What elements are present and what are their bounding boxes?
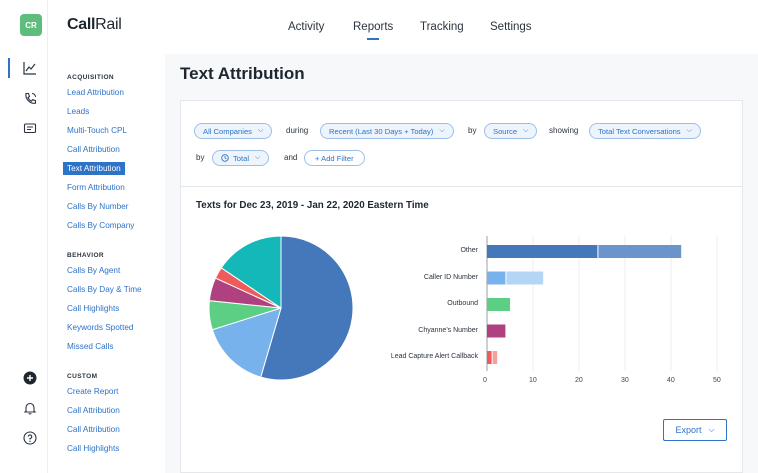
source-select[interactable]: Source ⌵: [484, 123, 538, 139]
bar-label-2: Outbound: [447, 300, 478, 307]
chevron-down-icon: ⌵: [257, 127, 264, 134]
x-tick-50: 50: [713, 377, 721, 384]
bar-1-segment-2[interactable]: [506, 271, 544, 285]
nav-reports[interactable]: Reports: [353, 21, 394, 40]
metric-select[interactable]: Total Text Conversations ⌵: [589, 123, 701, 139]
help-icon[interactable]: [20, 428, 40, 448]
sidebar-item-missed-calls[interactable]: Missed Calls: [67, 342, 114, 351]
bar-2-segment-1[interactable]: [487, 298, 510, 311]
sidebar-item-multi-touch-cpl[interactable]: Multi-Touch CPL: [67, 126, 128, 135]
sidebar-item-call-attribution[interactable]: Call Attribution: [67, 145, 120, 154]
filter-conj-and: and: [284, 153, 298, 162]
sidebar-item-leads[interactable]: Leads: [67, 107, 90, 116]
chevron-down-icon: ⌵: [523, 127, 529, 134]
chevron-down-icon: ⌵: [686, 127, 692, 134]
sidebar-item-calls-by-agent[interactable]: Calls By Agent: [67, 266, 121, 275]
sidebar-heading-custom: CUSTOM: [67, 373, 98, 380]
sidebar-item-custom-call-highlights[interactable]: Call Highlights: [67, 444, 120, 453]
account-avatar[interactable]: CR: [20, 14, 42, 36]
sidebar-item-call-highlights[interactable]: Call Highlights: [67, 304, 120, 313]
pie-slice-1[interactable]: [211, 307, 282, 378]
sidebar-item-custom-call-attribution[interactable]: Call Attribution: [67, 406, 120, 415]
filter-conj-showing: showing: [549, 126, 579, 135]
message-icon[interactable]: [20, 119, 40, 139]
bar-3-segment-1[interactable]: [487, 324, 506, 338]
sidebar-heading-behavior: BEHAVIOR: [67, 252, 105, 259]
bar-4-segment-1[interactable]: [487, 351, 492, 364]
filter-conj-during: during: [286, 126, 309, 135]
bar-0-segment-1[interactable]: [487, 245, 598, 258]
chart-title: Texts for Dec 23, 2019 - Jan 22, 2020 Ea…: [196, 200, 429, 211]
chevron-down-icon: ⌵: [255, 154, 261, 161]
bar-chart: [486, 236, 718, 371]
callrail-logo[interactable]: CallRail: [67, 16, 122, 33]
rail-active-indicator: [8, 58, 10, 78]
bar-0-segment-2[interactable]: [598, 245, 682, 258]
sidebar-item-keywords-spotted[interactable]: Keywords Spotted: [67, 323, 134, 332]
bar-4-segment-2[interactable]: [492, 351, 498, 364]
sidebar-item-custom-call-attribution-2[interactable]: Call Attribution: [67, 425, 120, 434]
x-tick-20: 20: [575, 377, 583, 384]
page-title: Text Attribution: [180, 64, 305, 83]
nav-settings[interactable]: Settings: [490, 21, 532, 33]
bell-icon[interactable]: [20, 398, 40, 418]
clock-icon: [221, 154, 229, 162]
bar-label-4: Lead Capture Alert Callback: [390, 353, 478, 360]
x-tick-40: 40: [667, 377, 675, 384]
nav-activity[interactable]: Activity: [288, 21, 325, 33]
bar-label-0: Other: [460, 247, 478, 254]
nav-tracking[interactable]: Tracking: [420, 21, 464, 33]
add-filter-button[interactable]: + Add Filter: [304, 150, 365, 166]
sidebar-item-create-report[interactable]: Create Report: [67, 387, 119, 396]
bar-label-1: Caller ID Number: [423, 273, 478, 281]
filter-conj-by-2: by: [196, 153, 205, 162]
pie-slice-5[interactable]: [220, 235, 282, 309]
x-tick-30: 30: [621, 377, 629, 384]
sidebar-item-text-attribution[interactable]: Text Attribution: [63, 162, 125, 175]
company-filter-select[interactable]: All Companies ⌵: [194, 123, 273, 139]
sidebar-item-lead-attribution[interactable]: Lead Attribution: [67, 88, 124, 97]
phone-icon[interactable]: [20, 89, 40, 109]
left-rail: CR: [0, 0, 48, 473]
card-divider: [181, 186, 742, 187]
bar-label-3: Chyanne's Number: [418, 326, 478, 334]
sidebar-item-calls-by-day-time[interactable]: Calls By Day & Time: [67, 285, 142, 294]
pie-slice-0[interactable]: [260, 235, 354, 381]
filter-conj-by: by: [468, 126, 477, 135]
sidebar-item-calls-by-company[interactable]: Calls By Company: [67, 221, 135, 230]
chart-line-icon[interactable]: [20, 58, 40, 78]
sidebar-item-form-attribution[interactable]: Form Attribution: [67, 183, 125, 192]
export-button[interactable]: Export ⌵: [663, 419, 727, 441]
sidebar-item-calls-by-number[interactable]: Calls By Number: [67, 202, 129, 211]
plus-circle-icon[interactable]: [20, 368, 40, 388]
x-tick-0: 0: [483, 377, 487, 384]
x-tick-10: 10: [529, 377, 537, 384]
chevron-down-icon: ⌵: [439, 127, 445, 134]
chevron-down-icon: ⌵: [708, 425, 715, 434]
pie-chart: [208, 235, 354, 381]
date-range-select[interactable]: Recent (Last 30 Days + Today) ⌵: [320, 123, 454, 139]
total-select[interactable]: Total ⌵: [212, 150, 270, 166]
bar-1-segment-1[interactable]: [487, 271, 506, 285]
sidebar-heading-acquisition: ACQUISITION: [67, 74, 115, 81]
